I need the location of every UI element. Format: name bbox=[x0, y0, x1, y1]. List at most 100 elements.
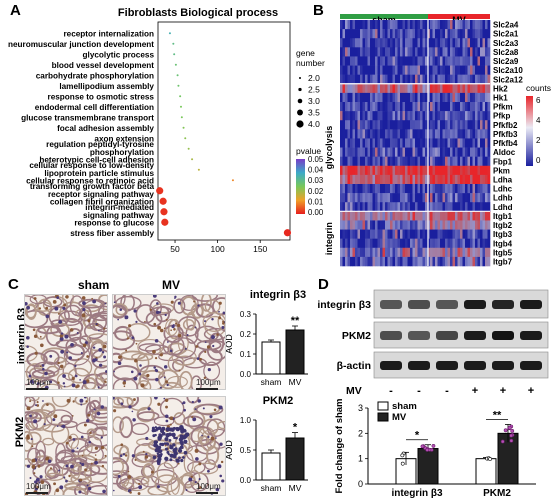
heatmap-cell bbox=[402, 38, 406, 48]
heatmap-cell bbox=[417, 102, 421, 112]
heatmap-cell bbox=[355, 47, 358, 57]
heatmap-cell bbox=[440, 102, 443, 112]
heatmap-cell bbox=[485, 120, 488, 130]
heatmap-cell bbox=[347, 202, 351, 212]
alveolar-wall bbox=[203, 361, 221, 381]
heatmap-cell bbox=[377, 184, 381, 194]
heatmap-cell bbox=[445, 193, 448, 203]
go-term-line: endodermal cell differentiation bbox=[35, 103, 154, 112]
heatmap-cell bbox=[387, 229, 391, 239]
alveolar-wall bbox=[113, 304, 127, 319]
heatmap-cell bbox=[477, 238, 481, 249]
heatmap-cell bbox=[420, 247, 423, 258]
heatmap-cell bbox=[465, 138, 468, 148]
cell-nucleus bbox=[26, 305, 30, 310]
heatmap-cell bbox=[375, 156, 378, 167]
heatmap-cell bbox=[485, 256, 488, 267]
alveolar-wall bbox=[86, 333, 107, 344]
heatmap-cell bbox=[422, 202, 426, 212]
heatmap-cell bbox=[452, 92, 456, 103]
heatmap-cell bbox=[375, 83, 378, 94]
heatmap-cell bbox=[485, 229, 488, 239]
heatmap-cell bbox=[457, 38, 461, 48]
alveolar-wall bbox=[52, 461, 70, 477]
panel-b-heatmap: shamMVSlc2a4Slc2a1Slc2a3Slc2a8Slc2a9Slc2… bbox=[324, 14, 551, 267]
blot-band bbox=[436, 331, 458, 340]
heatmap-cell bbox=[350, 111, 353, 121]
heatmap-cell bbox=[402, 238, 406, 249]
alveolar-wall bbox=[200, 430, 216, 452]
cell-nucleus bbox=[38, 481, 41, 484]
heatmap-cell bbox=[362, 65, 366, 75]
heatmap-cell bbox=[477, 193, 481, 203]
heatmap-cell bbox=[452, 47, 456, 57]
cell-nucleus bbox=[87, 319, 91, 323]
heatmap-cell bbox=[357, 202, 361, 212]
cell-nucleus bbox=[26, 434, 30, 438]
heatmap-cell bbox=[370, 38, 373, 48]
heatmap-cell bbox=[445, 202, 448, 212]
heatmap-cell bbox=[350, 129, 353, 139]
heatmap-cell bbox=[487, 20, 491, 30]
heatmap-cell bbox=[465, 193, 468, 203]
cell-nucleus bbox=[178, 369, 181, 372]
go-term-line: signaling pathway bbox=[83, 211, 154, 220]
heatmap-cell bbox=[352, 29, 356, 39]
heatmap-cell bbox=[365, 47, 368, 57]
heatmap-cell bbox=[485, 56, 488, 66]
heatmap-cell bbox=[405, 238, 408, 249]
heatmap-cell bbox=[412, 247, 416, 258]
heatmap-cell bbox=[437, 92, 441, 103]
heatmap-cell bbox=[442, 56, 446, 66]
cell-nucleus bbox=[78, 490, 82, 494]
heatmap-cell bbox=[417, 156, 421, 167]
heatmap-cell bbox=[447, 111, 451, 121]
heatmap-cell bbox=[380, 211, 383, 221]
heatmap-cell bbox=[350, 56, 353, 66]
heatmap-cell bbox=[350, 184, 353, 194]
cell-nucleus bbox=[34, 351, 38, 355]
heatmap-cell bbox=[410, 202, 413, 212]
alveolar-wall bbox=[195, 403, 224, 416]
heatmap-cell bbox=[457, 247, 461, 258]
cell-nucleus bbox=[199, 486, 202, 489]
heatmap-cell bbox=[420, 74, 423, 85]
heatmap-cell bbox=[482, 138, 486, 148]
heatmap-cell bbox=[380, 202, 383, 212]
heatmap-cell bbox=[460, 165, 463, 176]
heatmap-cell bbox=[412, 92, 416, 103]
cell-nucleus bbox=[176, 323, 181, 328]
go-term-label: glucose transmembrane transport bbox=[21, 113, 154, 122]
heatmap-cell bbox=[355, 29, 358, 39]
heatmap-cell bbox=[387, 156, 391, 167]
heatmap-cell bbox=[380, 165, 383, 176]
heatmap-cell bbox=[377, 202, 381, 212]
heatmap-cell bbox=[420, 147, 423, 157]
heatmap-cell bbox=[355, 193, 358, 203]
heatmap-cell bbox=[480, 193, 483, 203]
heatmap-cell bbox=[450, 138, 453, 148]
cell-nucleus bbox=[113, 397, 115, 400]
heatmap-cell bbox=[380, 56, 383, 66]
heatmap-cell bbox=[385, 256, 388, 267]
alveolar-wall bbox=[113, 365, 140, 381]
heatmap-cell bbox=[482, 238, 486, 249]
heatmap-cell bbox=[457, 184, 461, 194]
cell-nucleus bbox=[131, 410, 134, 413]
cell-nucleus bbox=[101, 464, 105, 468]
heatmap-cell bbox=[437, 202, 441, 212]
heatmap-cell bbox=[437, 211, 441, 221]
heatmap-cell bbox=[375, 229, 378, 239]
heatmap-cell bbox=[355, 129, 358, 139]
cell-nucleus bbox=[58, 320, 63, 324]
cell-nucleus bbox=[195, 345, 199, 348]
heatmap-cell bbox=[475, 56, 478, 66]
heatmap-cell bbox=[455, 220, 458, 230]
heatmap-cell bbox=[470, 193, 473, 203]
blot-band bbox=[464, 361, 486, 370]
go-term-label: blood vessel development bbox=[52, 61, 155, 70]
alveolar-wall bbox=[55, 451, 74, 462]
go-term-label: transforming growth factor beta receptor … bbox=[30, 182, 155, 199]
heatmap-cell bbox=[480, 111, 483, 121]
heatmap-cell bbox=[465, 129, 468, 139]
